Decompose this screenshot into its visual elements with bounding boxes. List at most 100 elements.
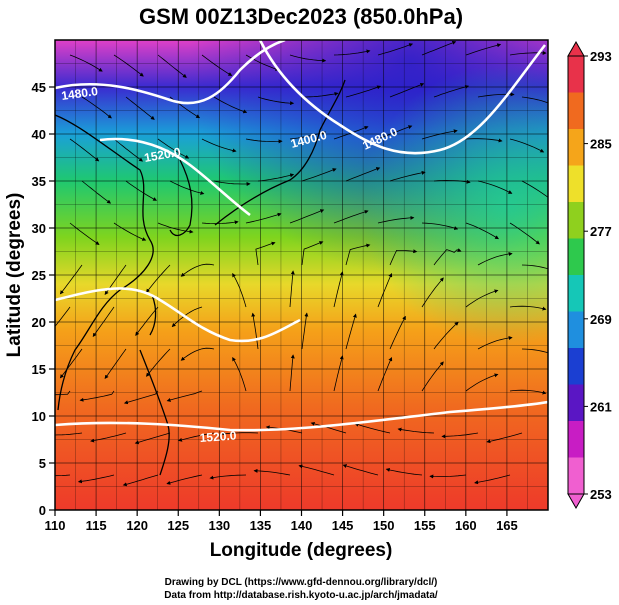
streamline [301, 241, 324, 266]
streamline [477, 336, 513, 350]
streamline [421, 222, 459, 230]
y-tick-label: 20 [32, 315, 46, 330]
y-tick-label: 0 [39, 503, 46, 518]
y-tick-label: 15 [32, 362, 46, 377]
contour-1400 [258, 40, 547, 155]
streamline [289, 354, 295, 392]
y-tick-label: 25 [32, 268, 46, 283]
x-tick-label: 115 [86, 518, 107, 533]
streamline [433, 85, 470, 98]
y-tick-label: 35 [32, 174, 46, 189]
streamline [157, 222, 194, 234]
streamline [474, 474, 511, 485]
streamline [333, 355, 344, 392]
streamline [169, 180, 205, 195]
y-tick-label: 10 [32, 409, 46, 424]
colorbar-segment [568, 421, 584, 458]
streamline [221, 431, 259, 436]
streamline [135, 306, 159, 336]
x-tick-label: 130 [208, 518, 230, 533]
streamline [257, 173, 295, 182]
streamline [433, 248, 462, 266]
streamline [180, 263, 215, 277]
x-tick-label: 125 [167, 518, 189, 533]
wind-streamlines [55, 41, 548, 487]
streamline [69, 138, 100, 162]
streamline [166, 474, 203, 485]
streamline [125, 180, 158, 201]
streamline [345, 313, 357, 350]
y-tick-label: 5 [39, 456, 46, 471]
streamline [333, 271, 344, 308]
streamline [55, 390, 71, 396]
coastline-taiwan [149, 294, 157, 336]
footer-credit-drawing: Drawing by DCL (https://www.gfd-dennou.o… [165, 577, 438, 588]
streamline [389, 249, 418, 266]
streamline [509, 305, 547, 311]
colorbar-bottom-arrow [567, 493, 585, 510]
streamline [55, 474, 71, 477]
streamline [477, 180, 513, 194]
streamline [92, 306, 115, 338]
colorbar-segment [568, 457, 584, 495]
height-contours [55, 40, 548, 432]
x-tick-label: 165 [496, 518, 518, 533]
streamline [209, 474, 247, 480]
streamline [255, 241, 276, 266]
streamline [421, 361, 444, 392]
streamline [521, 348, 548, 354]
streamline [310, 421, 347, 434]
streamline [213, 180, 251, 186]
x-tick-label: 120 [126, 518, 148, 533]
y-tick-label: 30 [32, 221, 46, 236]
x-axis: 110 115 120 125 130 135 140 145 150 155 160 165 [45, 510, 518, 533]
streamline [81, 180, 112, 204]
colorbar-label: 277 [590, 224, 612, 239]
streamline [397, 427, 435, 434]
contour-label: 1520.0 [199, 428, 237, 445]
contour-label: 1480.0 [60, 84, 99, 103]
x-tick-label: 145 [332, 518, 354, 533]
x-tick-label: 140 [291, 518, 313, 533]
streamline [421, 277, 444, 308]
streamline [213, 96, 248, 114]
colorbar-segment [568, 92, 584, 130]
y-tick-label: 45 [32, 80, 46, 95]
streamline [113, 54, 144, 77]
streamline [232, 273, 247, 308]
streamline [302, 91, 339, 98]
streamline [289, 209, 325, 224]
streamline [55, 306, 71, 328]
y-axis: 0 5 10 15 20 25 30 35 40 45 [32, 80, 55, 518]
chart-title: GSM 00Z13Dec2023 (850.0hPa) [139, 4, 463, 29]
streamline [77, 474, 115, 484]
streamline [59, 348, 83, 379]
colorbar-label: 293 [590, 49, 612, 64]
colorbar-segment [568, 165, 584, 203]
colorbar-label: 261 [590, 399, 612, 414]
streamline [377, 215, 415, 224]
streamline [123, 390, 159, 405]
streamline [433, 321, 459, 350]
streamline [289, 54, 327, 63]
plot-area: 1480.0 1520.0 1400.0 1480.0 1520.0 [55, 40, 548, 510]
colorbar: 293 285 277 269 261 253 [567, 40, 612, 510]
colorbar-label: 285 [590, 137, 612, 152]
streamline [465, 289, 499, 308]
streamline [509, 222, 540, 245]
streamline [146, 348, 171, 377]
colorbar-label: 269 [590, 312, 612, 327]
contour-1520-south [55, 400, 548, 432]
streamline [157, 54, 187, 78]
streamline [465, 373, 499, 392]
streamline [465, 138, 503, 143]
streamline [81, 96, 112, 119]
streamline [385, 467, 423, 476]
x-tick-label: 155 [414, 518, 436, 533]
y-axis-title: Latitude (degrees) [4, 193, 25, 358]
streamline [245, 54, 280, 71]
streamline [509, 389, 547, 395]
streamline [301, 312, 309, 350]
streamline [301, 168, 337, 182]
streamline [377, 356, 393, 392]
